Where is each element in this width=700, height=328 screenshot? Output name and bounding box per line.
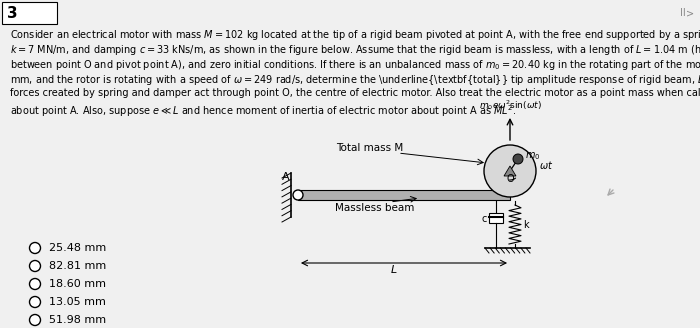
Circle shape: [29, 297, 41, 308]
Text: Consider an electrical motor with mass $M = 102$ kg located at the tip of a rigi: Consider an electrical motor with mass $…: [10, 28, 700, 42]
Text: $\omega t$: $\omega t$: [539, 159, 553, 171]
Text: 25.48 mm: 25.48 mm: [49, 243, 106, 253]
Text: mm, and the rotor is rotating with a speed of $\omega = 249$ rad/s, determine th: mm, and the rotor is rotating with a spe…: [10, 73, 700, 87]
Polygon shape: [504, 166, 516, 176]
Text: L: L: [391, 265, 397, 275]
Text: 13.05 mm: 13.05 mm: [49, 297, 106, 307]
Text: between point O and pivot point A), and zero initial conditions. If there is an : between point O and pivot point A), and …: [10, 58, 700, 72]
Text: Total mass M: Total mass M: [337, 143, 404, 153]
Text: 82.81 mm: 82.81 mm: [49, 261, 106, 271]
Circle shape: [293, 190, 303, 200]
Text: 18.60 mm: 18.60 mm: [49, 279, 106, 289]
Text: A: A: [282, 172, 290, 182]
Text: 51.98 mm: 51.98 mm: [49, 315, 106, 325]
Text: $m_0 e\omega^2 \sin(\omega t)$: $m_0 e\omega^2 \sin(\omega t)$: [479, 98, 542, 112]
Text: about point A. Also, suppose $e \ll L$ and hence moment of inertia of electric m: about point A. Also, suppose $e \ll L$ a…: [10, 103, 517, 119]
Circle shape: [29, 242, 41, 254]
Circle shape: [513, 154, 523, 164]
Circle shape: [29, 278, 41, 290]
Text: Massless beam: Massless beam: [335, 203, 414, 213]
Text: O: O: [506, 174, 514, 184]
Text: c: c: [482, 214, 487, 224]
Text: k: k: [523, 219, 528, 230]
Circle shape: [29, 260, 41, 272]
Bar: [489, 213, 503, 223]
Text: 3: 3: [7, 6, 18, 20]
Bar: [298, 190, 510, 200]
Circle shape: [29, 315, 41, 325]
Text: II: II: [680, 8, 686, 18]
Bar: [2, 2, 57, 24]
Text: >: >: [686, 8, 694, 18]
Text: forces created by spring and damper act through point O, the centre of electric : forces created by spring and damper act …: [10, 88, 700, 98]
Text: $k = 7$ MN/m, and damping $c = 33$ kNs/m, as shown in the figure below. Assume t: $k = 7$ MN/m, and damping $c = 33$ kNs/m…: [10, 43, 700, 57]
Circle shape: [484, 145, 536, 197]
Text: $m_0$: $m_0$: [525, 150, 540, 162]
